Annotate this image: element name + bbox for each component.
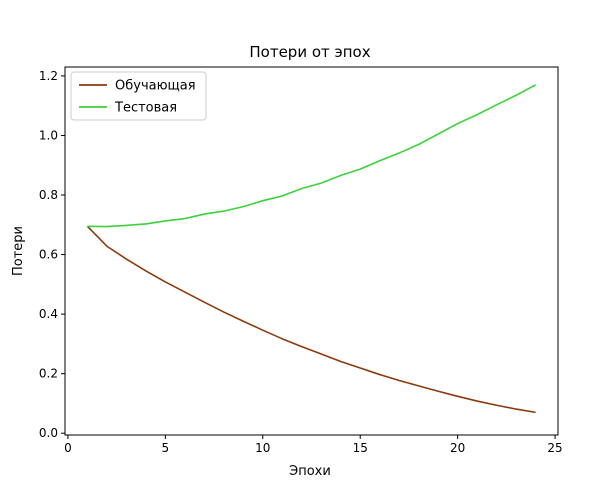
x-axis-label: Эпохи — [289, 464, 331, 479]
y-tick-label: 0.0 — [39, 426, 58, 440]
y-tick-label: 0.4 — [39, 307, 58, 321]
x-tick-label: 25 — [547, 441, 562, 455]
y-axis-label: Потери — [11, 226, 26, 276]
x-tick-label: 0 — [64, 441, 72, 455]
x-tick-label: 10 — [255, 441, 270, 455]
plot-layer — [86, 84, 536, 414]
x-tick-label: 5 — [162, 441, 170, 455]
plot-frame — [64, 66, 559, 436]
y-tick-label: 0.2 — [39, 367, 58, 381]
series-line-1 — [87, 84, 536, 228]
x-axis: 0 5 10 15 20 25 — [64, 435, 563, 455]
x-tick-label: 20 — [450, 441, 465, 455]
x-tick-label: 15 — [353, 441, 368, 455]
chart-title: Потери от эпох — [249, 43, 370, 61]
legend-box — [70, 71, 207, 121]
y-axis: 0.0 0.2 0.4 0.6 0.8 1.0 1.2 — [39, 69, 65, 440]
legend-label-1: Тестовая — [114, 101, 177, 116]
y-tick-label: 1.0 — [39, 128, 58, 142]
legend: Обучающая Тестовая — [70, 71, 207, 121]
y-tick-label: 0.8 — [39, 188, 58, 202]
legend-label-0: Обучающая — [115, 79, 196, 94]
y-tick-label: 1.2 — [39, 69, 58, 83]
y-tick-label: 0.6 — [39, 248, 58, 262]
series-line-0 — [86, 225, 536, 414]
